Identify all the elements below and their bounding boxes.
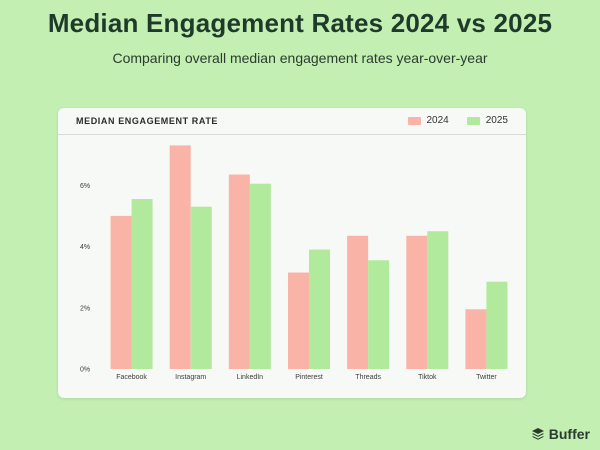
y-tick-label: 6% xyxy=(80,183,90,190)
chart-card: 0% 2% 4% 6% Facebook Instagram LinkedIn Pintere… xyxy=(58,108,526,398)
x-tick-label: Tiktok xyxy=(418,374,437,381)
bar-facebook-2024 xyxy=(110,215,132,369)
legend-swatch-2025 xyxy=(466,116,480,125)
x-tick-label: Instagram xyxy=(175,374,206,381)
buffer-stack-icon xyxy=(531,428,544,440)
x-tick-label: Threads xyxy=(355,374,381,381)
y-tick-label: 0% xyxy=(80,367,90,374)
bar-pinterest-2025 xyxy=(309,249,330,369)
bar-instagram-2025 xyxy=(190,206,212,369)
legend-label-2025: 2025 xyxy=(485,115,508,126)
y-tick-label: 4% xyxy=(80,244,90,251)
bar-tiktok-2024 xyxy=(406,235,428,369)
brand-name: Buffer xyxy=(548,426,590,442)
legend-swatch-2024 xyxy=(407,116,421,125)
bar-linkedin-2024 xyxy=(228,174,250,369)
bar-threads-2025 xyxy=(368,260,390,369)
bar-tiktok-2025 xyxy=(427,231,449,369)
bar-linkedin-2025 xyxy=(249,183,271,369)
bar-twitter-2024 xyxy=(465,309,487,369)
legend-label-2024: 2024 xyxy=(426,115,449,126)
x-tick-label: Facebook xyxy=(116,374,147,381)
legend-item-2025: 2025 xyxy=(466,115,508,126)
legend: 2024 2025 xyxy=(390,115,508,126)
chart-title: MEDIAN ENGAGEMENT RATE xyxy=(76,116,219,126)
bar-facebook-2025 xyxy=(131,199,153,369)
bar-instagram-2024 xyxy=(169,145,191,369)
page-title: Median Engagement Rates 2024 vs 2025 xyxy=(47,8,553,38)
buffer-logo: Buffer xyxy=(531,426,590,442)
x-tick-label: LinkedIn xyxy=(237,374,264,381)
chart-header: MEDIAN ENGAGEMENT RATE 2024 2025 xyxy=(58,108,526,135)
bar-chart: 0% 2% 4% 6% Facebook Instagram LinkedIn Pintere… xyxy=(80,145,508,381)
bar-threads-2024 xyxy=(347,235,369,369)
bar-twitter-2025 xyxy=(486,281,508,369)
page-subtitle: Comparing overall median engagement rate… xyxy=(112,50,488,66)
x-tick-label: Pinterest xyxy=(295,374,323,381)
legend-item-2024: 2024 xyxy=(407,115,449,126)
bar-pinterest-2024 xyxy=(288,272,309,369)
x-tick-label: Twitter xyxy=(476,374,497,381)
y-tick-label: 2% xyxy=(80,305,90,312)
